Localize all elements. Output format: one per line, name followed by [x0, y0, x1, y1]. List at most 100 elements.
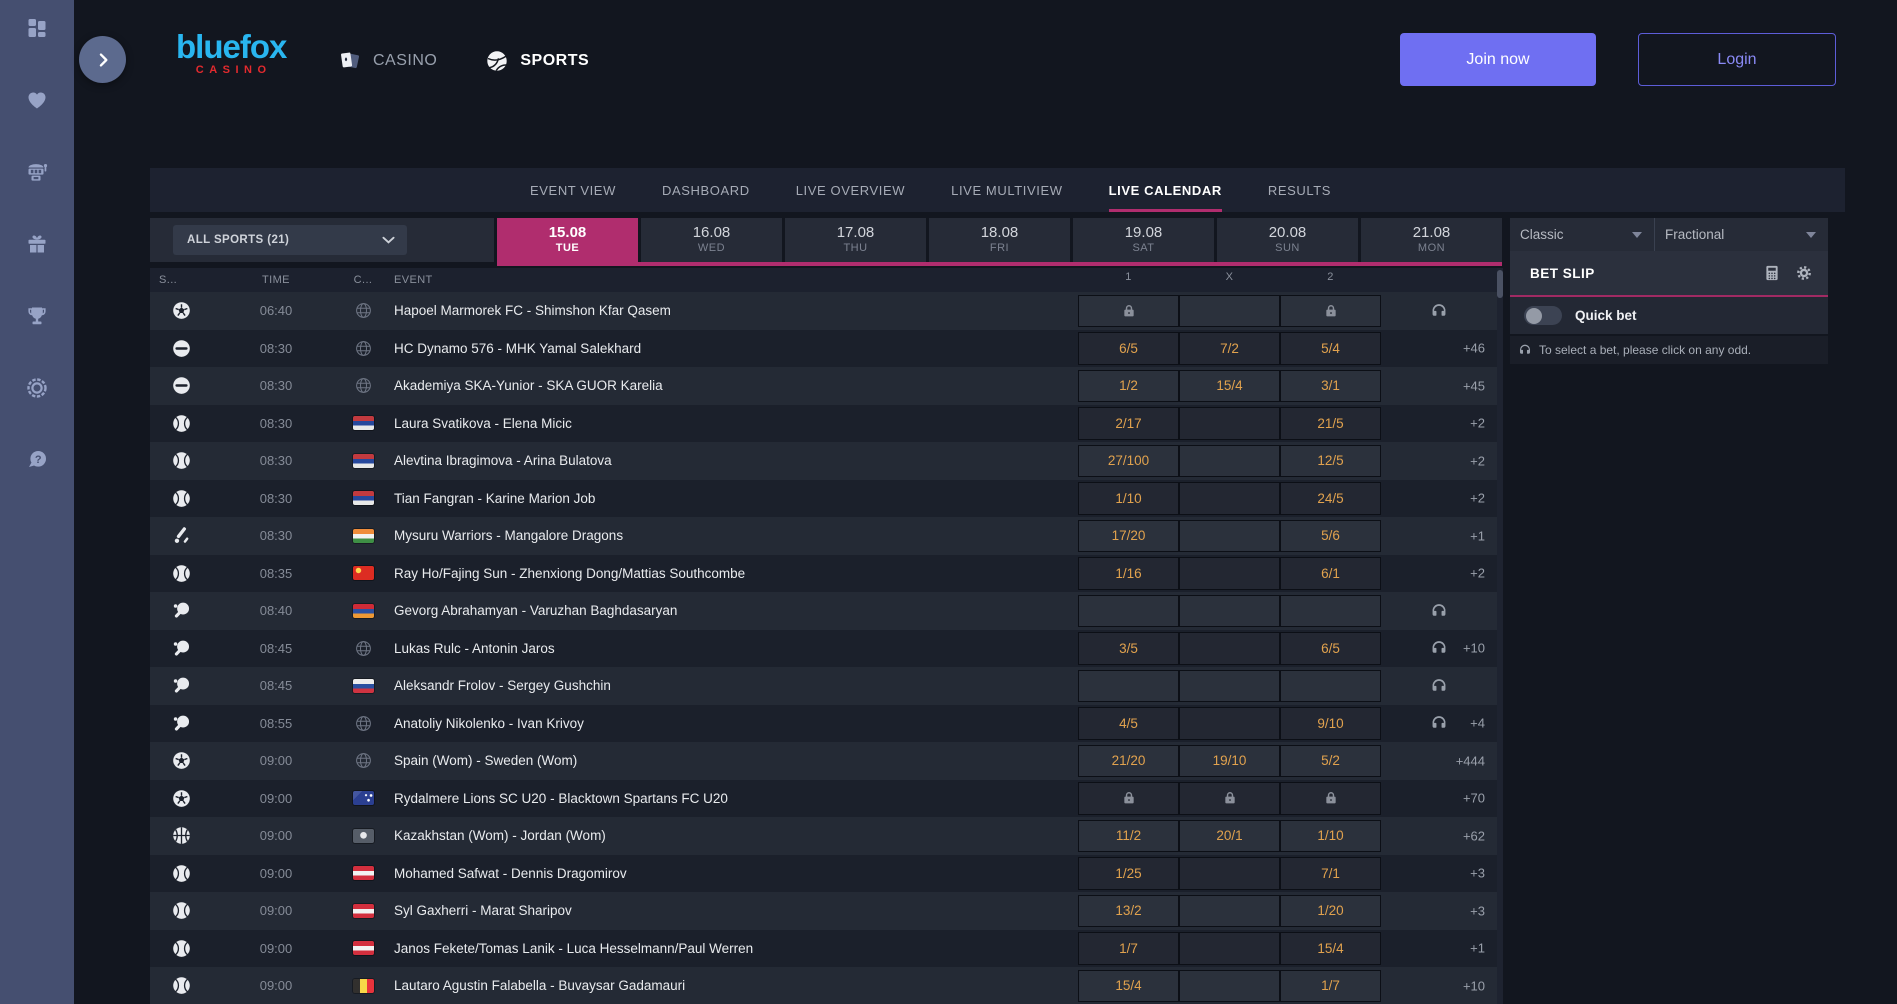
odd-x[interactable]	[1179, 969, 1280, 1002]
odd-2[interactable]: 6/1	[1280, 557, 1381, 590]
odd-2[interactable]: 5/4	[1280, 332, 1381, 365]
event-row[interactable]: 08:30 Tian Fangran - Karine Marion Job 1/1…	[150, 479, 1497, 518]
dashboard-grid-icon[interactable]	[25, 16, 49, 40]
odd-2[interactable]: 7/1	[1280, 857, 1381, 890]
more-markets[interactable]: +10	[1381, 967, 1497, 1004]
date-tab-20.08[interactable]: 20.08 SUN	[1217, 218, 1358, 262]
odd-x[interactable]: 7/2	[1179, 332, 1280, 365]
event-row[interactable]: 08:30 Alevtina Ibragimova - Arina Bulatov…	[150, 442, 1497, 480]
table-scrollbar[interactable]	[1497, 268, 1503, 1004]
odd-1[interactable]: 6/5	[1078, 332, 1179, 365]
roulette-icon[interactable]	[25, 376, 49, 400]
more-markets[interactable]: +3	[1381, 892, 1497, 930]
help-chat-icon[interactable]: ?	[25, 448, 49, 472]
more-markets[interactable]: +2	[1381, 480, 1497, 518]
event-row[interactable]: 08:55 Anatoliy Nikolenko - Ivan Krivoy 4/5…	[150, 704, 1497, 743]
odd-x[interactable]	[1179, 894, 1280, 927]
odd-x[interactable]	[1179, 932, 1280, 965]
view-tab-dashboard[interactable]: DASHBOARD	[661, 182, 750, 198]
odd-1[interactable]: 1/25	[1078, 857, 1179, 890]
date-tab-15.08[interactable]: 15.08 TUE	[497, 218, 638, 262]
more-markets[interactable]: +2	[1381, 442, 1497, 480]
odd-x[interactable]	[1179, 782, 1280, 815]
odd-x[interactable]	[1179, 482, 1280, 515]
more-markets[interactable]: +46	[1381, 330, 1497, 368]
calculator-icon[interactable]	[1763, 264, 1781, 282]
odd-1[interactable]	[1078, 594, 1179, 627]
odd-1[interactable]: 1/7	[1078, 932, 1179, 965]
odd-1[interactable]: 1/2	[1078, 369, 1179, 402]
more-markets[interactable]: +70	[1381, 780, 1497, 818]
odd-x[interactable]	[1179, 519, 1280, 552]
odd-1[interactable]	[1078, 782, 1179, 815]
odd-2[interactable]: 5/2	[1280, 744, 1381, 777]
event-row[interactable]: 09:00 Spain (Wom) - Sweden (Wom) 21/20 19/1…	[150, 742, 1497, 780]
more-markets[interactable]: +3	[1381, 855, 1497, 893]
odd-1[interactable]: 27/100	[1078, 444, 1179, 477]
topnav-casino[interactable]: CASINO	[338, 38, 437, 84]
quick-bet-toggle[interactable]	[1524, 306, 1562, 325]
odds-format-select[interactable]: Fractional	[1655, 218, 1828, 251]
odd-x[interactable]	[1179, 669, 1280, 702]
odd-x[interactable]	[1179, 444, 1280, 477]
odd-1[interactable]: 4/5	[1078, 707, 1179, 740]
more-markets[interactable]: +62	[1381, 817, 1497, 855]
odd-1[interactable]: 17/20	[1078, 519, 1179, 552]
heart-icon[interactable]	[25, 88, 49, 112]
odd-2[interactable]: 15/4	[1280, 932, 1381, 965]
more-markets[interactable]: +4	[1381, 705, 1497, 743]
more-markets[interactable]	[1381, 292, 1497, 330]
odd-1[interactable]: 21/20	[1078, 744, 1179, 777]
odd-1[interactable]: 15/4	[1078, 969, 1179, 1002]
odd-1[interactable]	[1078, 294, 1179, 327]
slot-machine-icon[interactable]	[25, 160, 49, 184]
more-markets[interactable]	[1381, 592, 1497, 630]
odd-1[interactable]	[1078, 669, 1179, 702]
date-tab-21.08[interactable]: 21.08 MON	[1361, 218, 1502, 262]
odd-x[interactable]	[1179, 632, 1280, 665]
odd-1[interactable]: 2/17	[1078, 407, 1179, 440]
join-now-button[interactable]: Join now	[1400, 33, 1596, 86]
odd-1[interactable]: 1/10	[1078, 482, 1179, 515]
event-row[interactable]: 09:00 Rydalmere Lions SC U20 - Blacktown …	[150, 779, 1497, 818]
odd-x[interactable]	[1179, 707, 1280, 740]
odd-x[interactable]	[1179, 594, 1280, 627]
odd-2[interactable]	[1280, 782, 1381, 815]
gift-icon[interactable]	[25, 232, 49, 256]
odd-2[interactable]: 24/5	[1280, 482, 1381, 515]
login-button[interactable]: Login	[1638, 33, 1836, 86]
odd-x[interactable]	[1179, 557, 1280, 590]
odd-1[interactable]: 13/2	[1078, 894, 1179, 927]
odd-2[interactable]: 3/1	[1280, 369, 1381, 402]
event-row[interactable]: 08:30 Laura Svatikova - Elena Micic 2/17 21…	[150, 404, 1497, 443]
more-markets[interactable]: +1	[1381, 517, 1497, 555]
event-row[interactable]: 09:00 Lautaro Agustin Falabella - Buvaysa…	[150, 967, 1497, 1004]
odd-2[interactable]: 6/5	[1280, 632, 1381, 665]
date-tab-17.08[interactable]: 17.08 THU	[785, 218, 926, 262]
more-markets[interactable]: +45	[1381, 367, 1497, 405]
event-row[interactable]: 08:45 Lukas Rulc - Antonin Jaros 3/5 6/5 +10	[150, 629, 1497, 668]
odd-2[interactable]: 9/10	[1280, 707, 1381, 740]
more-markets[interactable]: +10	[1381, 630, 1497, 668]
odd-1[interactable]: 1/16	[1078, 557, 1179, 590]
odd-2[interactable]: 5/6	[1280, 519, 1381, 552]
date-tab-19.08[interactable]: 19.08 SAT	[1073, 218, 1214, 262]
view-tab-results[interactable]: RESULTS	[1267, 182, 1332, 198]
odd-2[interactable]: 1/7	[1280, 969, 1381, 1002]
odd-2[interactable]	[1280, 294, 1381, 327]
odd-x[interactable]: 20/1	[1179, 819, 1280, 852]
view-tab-live-overview[interactable]: LIVE OVERVIEW	[795, 182, 906, 198]
odd-x[interactable]: 15/4	[1179, 369, 1280, 402]
event-row[interactable]: 08:45 Aleksandr Frolov - Sergey Gushchin	[150, 667, 1497, 705]
event-row[interactable]: 09:00 Janos Fekete/Tomas Lanik - Luca Hes…	[150, 929, 1497, 968]
date-tab-18.08[interactable]: 18.08 FRI	[929, 218, 1070, 262]
more-markets[interactable]: +444	[1381, 742, 1497, 780]
odd-2[interactable]: 21/5	[1280, 407, 1381, 440]
more-markets[interactable]: +2	[1381, 405, 1497, 443]
more-markets[interactable]: +1	[1381, 930, 1497, 968]
odd-2[interactable]: 1/10	[1280, 819, 1381, 852]
event-row[interactable]: 08:30 Akademiya SKA-Yunior - SKA GUOR Kar…	[150, 367, 1497, 405]
odd-x[interactable]: 19/10	[1179, 744, 1280, 777]
event-row[interactable]: 09:00 Kazakhstan (Wom) - Jordan (Wom) 11/2…	[150, 817, 1497, 855]
trophy-icon[interactable]	[25, 304, 49, 328]
